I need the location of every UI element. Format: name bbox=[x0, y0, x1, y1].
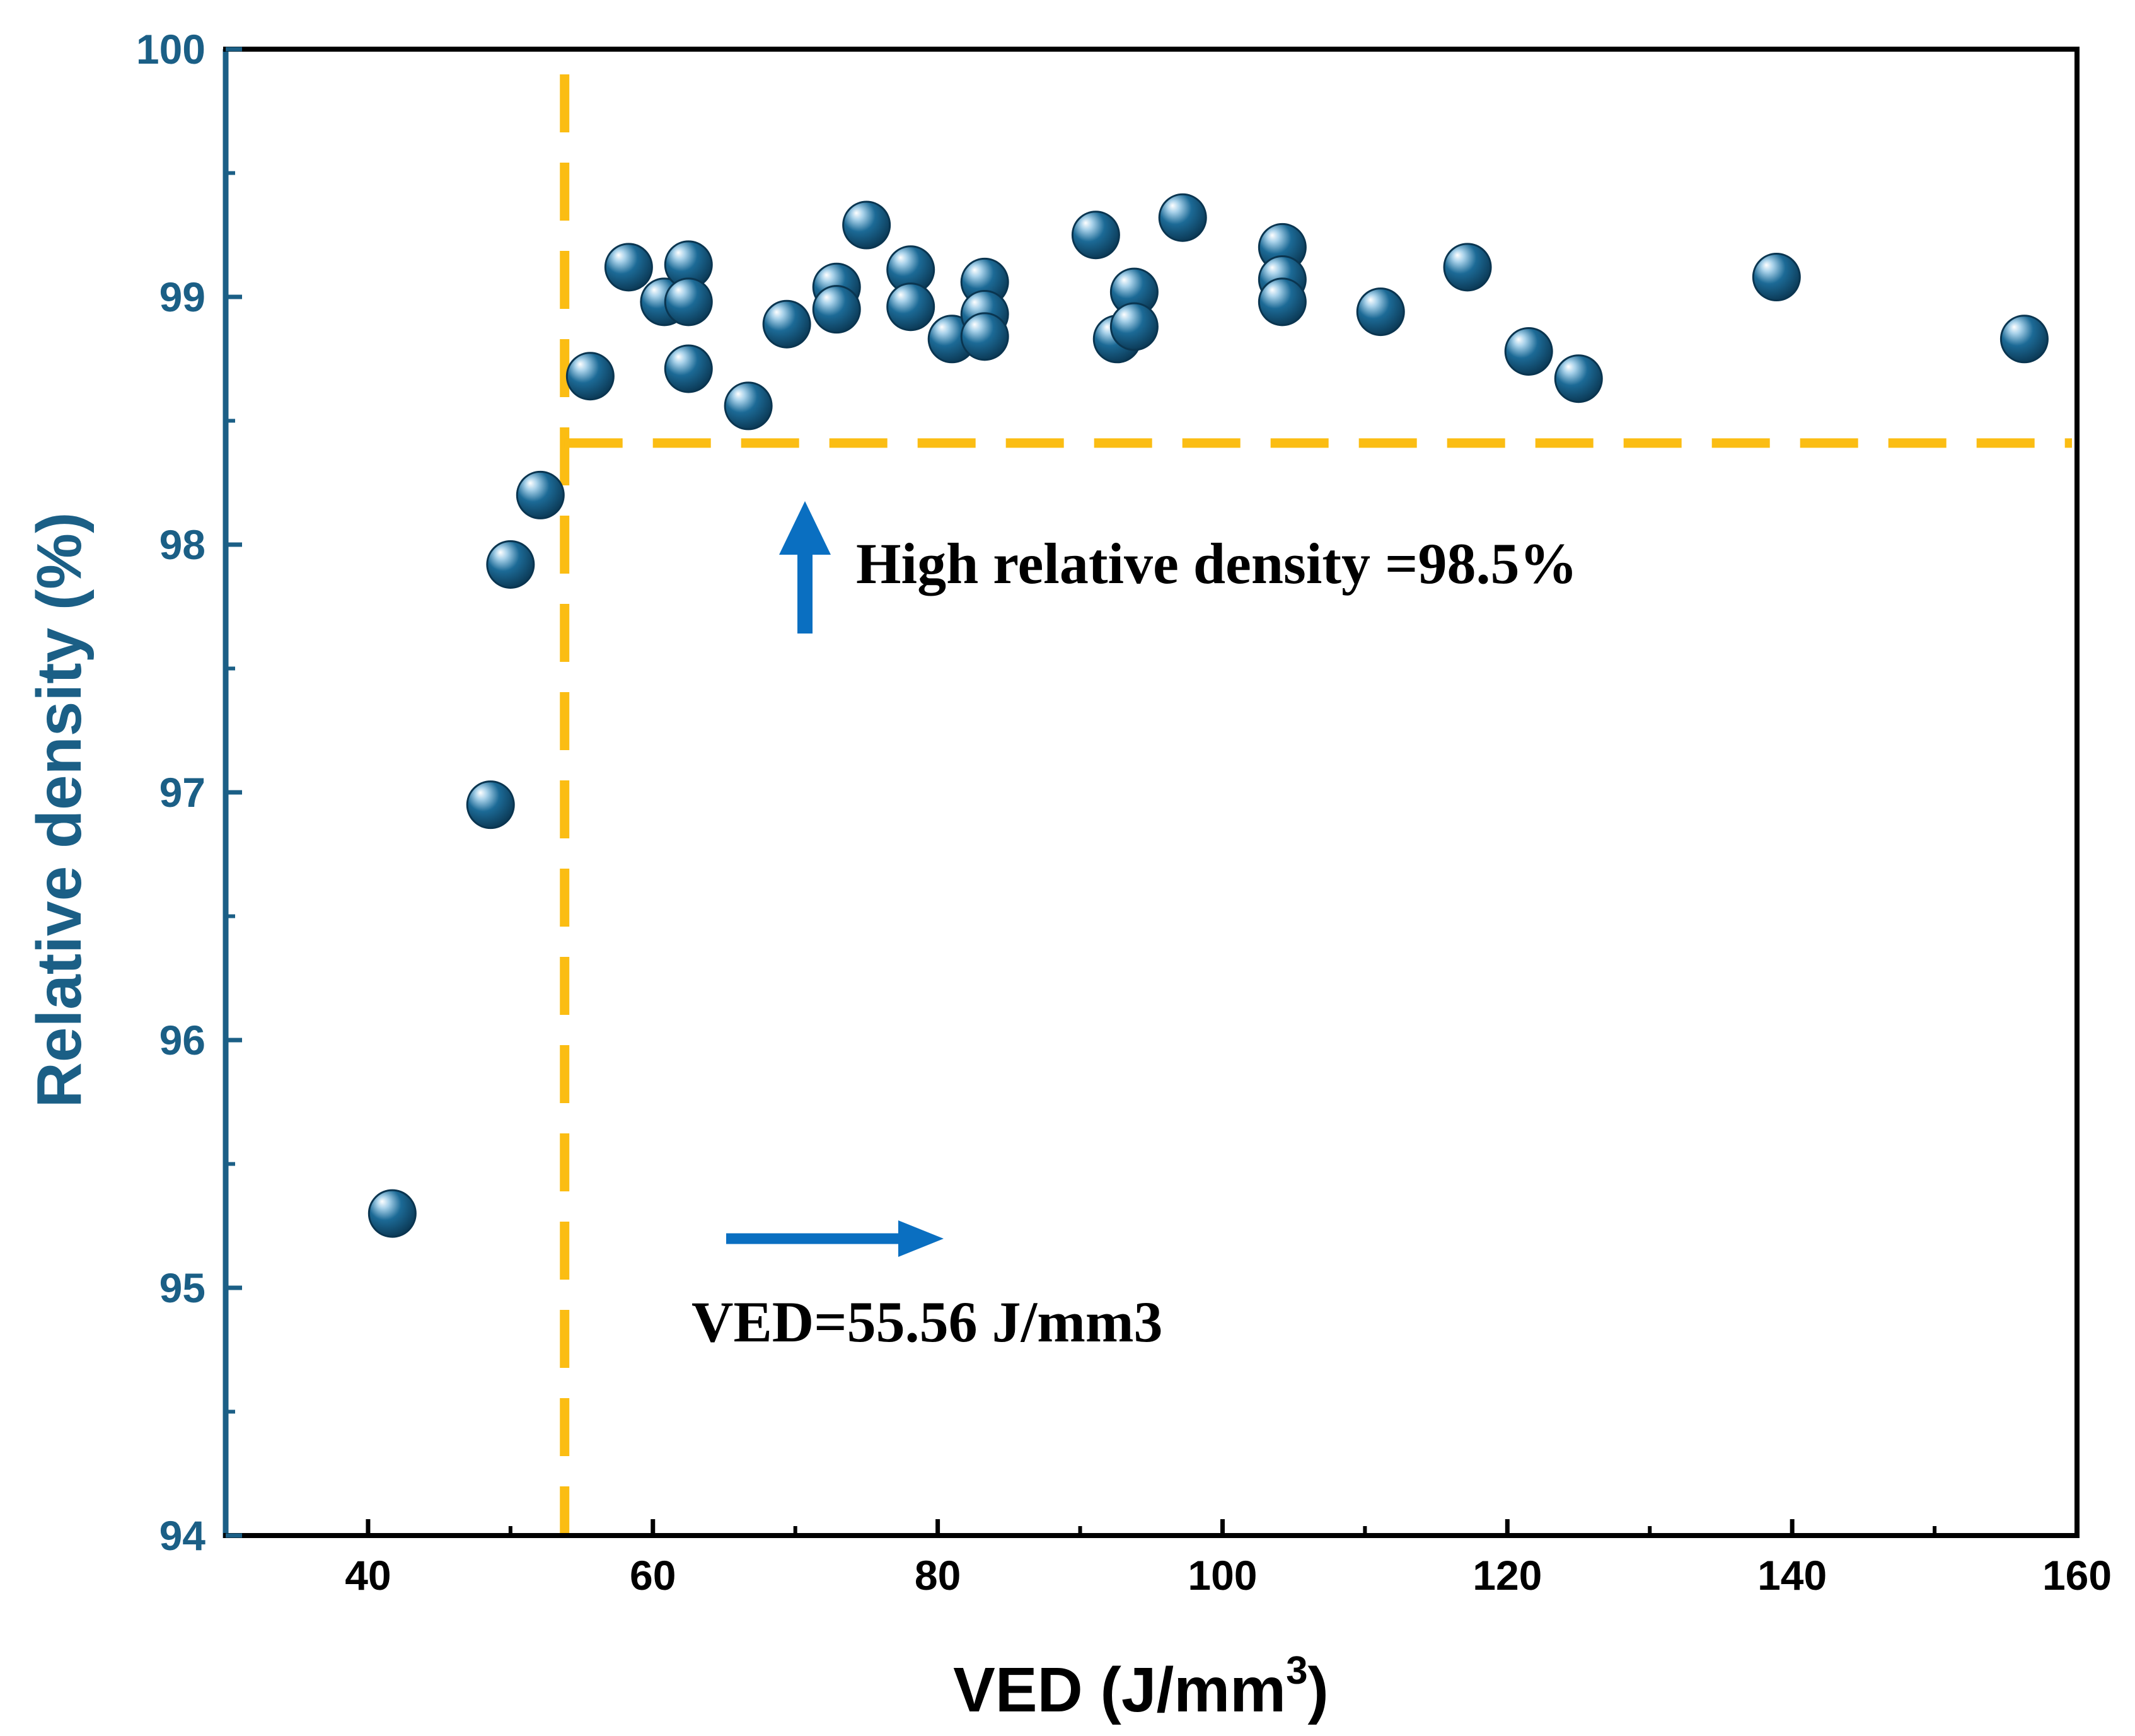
data-point bbox=[466, 780, 515, 830]
data-point-marker bbox=[842, 200, 891, 250]
data-point bbox=[367, 1189, 417, 1238]
data-point-marker bbox=[1999, 315, 2049, 364]
data-point bbox=[1158, 193, 1207, 242]
x-axis-title: VED (J/mm3) bbox=[953, 1649, 1329, 1725]
data-point-marker bbox=[466, 780, 515, 830]
y-tick-label: 98 bbox=[159, 521, 205, 568]
data-point-marker bbox=[565, 352, 615, 401]
data-point-marker bbox=[664, 344, 713, 393]
y-tick-label: 99 bbox=[159, 274, 205, 320]
data-point-marker bbox=[762, 299, 811, 349]
up-arrow-icon bbox=[779, 501, 831, 634]
data-point bbox=[1752, 253, 1801, 302]
data-point bbox=[724, 381, 773, 431]
data-point bbox=[516, 470, 565, 519]
data-point bbox=[1504, 327, 1553, 376]
y-tick-label: 100 bbox=[136, 26, 205, 72]
data-point-marker bbox=[1258, 277, 1307, 327]
axis-ticks: 94 95 96 97 98 99 100 40 60 80 100 120 140 160 bbox=[136, 26, 2112, 1599]
y-tick-label: 94 bbox=[159, 1512, 206, 1559]
data-point-marker bbox=[1109, 302, 1159, 351]
data-point bbox=[1109, 302, 1159, 351]
x-tick-label: 60 bbox=[630, 1552, 676, 1599]
up-arrow-head bbox=[779, 501, 831, 555]
x-tick-label: 40 bbox=[345, 1552, 391, 1599]
data-point bbox=[1443, 243, 1492, 292]
right-arrow-icon bbox=[726, 1220, 944, 1257]
data-point bbox=[960, 312, 1009, 361]
x-axis-title-end: ) bbox=[1308, 1655, 1329, 1725]
data-point-marker bbox=[1443, 243, 1492, 292]
data-point bbox=[486, 540, 535, 589]
data-point bbox=[762, 299, 811, 349]
data-point bbox=[1356, 287, 1405, 337]
data-point-marker bbox=[1356, 287, 1405, 337]
data-point-marker bbox=[367, 1189, 417, 1238]
data-point bbox=[664, 344, 713, 393]
right-arrow-head bbox=[898, 1220, 944, 1257]
density-annotation: High relative density =98.5% bbox=[856, 531, 1577, 596]
data-point bbox=[1071, 211, 1120, 260]
data-point-marker bbox=[724, 381, 773, 431]
data-point bbox=[1999, 315, 2049, 364]
x-tick-label: 80 bbox=[915, 1552, 961, 1599]
data-point-marker bbox=[664, 277, 713, 327]
data-point-marker bbox=[812, 285, 861, 334]
data-points bbox=[367, 193, 2049, 1238]
ved-annotation: VED=55.56 J/mm3 bbox=[691, 1290, 1163, 1354]
y-tick-label: 97 bbox=[159, 769, 205, 816]
data-point bbox=[886, 282, 935, 332]
x-tick-label: 140 bbox=[1757, 1552, 1827, 1599]
data-point-marker bbox=[1554, 354, 1603, 403]
y-tick-label: 95 bbox=[159, 1264, 205, 1311]
x-axis-title-superscript: 3 bbox=[1286, 1649, 1307, 1693]
data-point bbox=[1554, 354, 1603, 403]
y-axis-title: Relative density (%) bbox=[24, 512, 95, 1108]
data-point bbox=[1258, 277, 1307, 327]
data-point bbox=[664, 277, 713, 327]
x-axis-title-main: VED (J/mm bbox=[953, 1655, 1286, 1725]
threshold-guides bbox=[560, 74, 2072, 1536]
data-point-marker bbox=[516, 470, 565, 519]
x-tick-label: 100 bbox=[1188, 1552, 1257, 1599]
data-point-marker bbox=[1071, 211, 1120, 260]
data-point-marker bbox=[1752, 253, 1801, 302]
x-tick-label: 120 bbox=[1473, 1552, 1542, 1599]
data-point-marker bbox=[604, 243, 653, 292]
data-point bbox=[812, 285, 861, 334]
data-point-marker bbox=[1158, 193, 1207, 242]
annotation-arrows bbox=[726, 501, 944, 1257]
data-point bbox=[842, 200, 891, 250]
data-point-marker bbox=[1504, 327, 1553, 376]
x-tick-label: 160 bbox=[2042, 1552, 2112, 1599]
data-point-marker bbox=[486, 540, 535, 589]
data-point-marker bbox=[960, 312, 1009, 361]
data-point-marker bbox=[886, 282, 935, 332]
y-tick-label: 96 bbox=[159, 1017, 205, 1063]
data-point bbox=[565, 352, 615, 401]
data-point bbox=[604, 243, 653, 292]
